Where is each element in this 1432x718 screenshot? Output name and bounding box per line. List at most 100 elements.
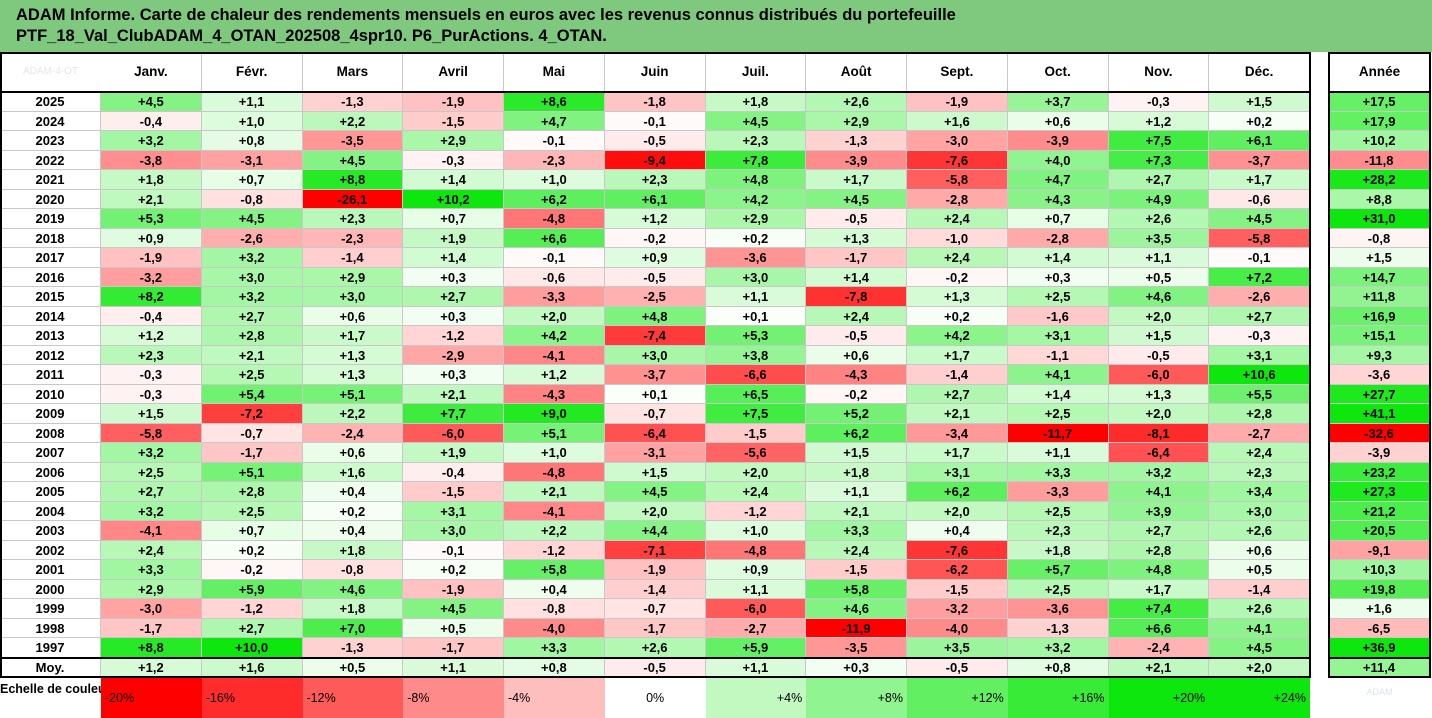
heatmap-cell: +4,1: [1007, 365, 1109, 385]
heatmap-cell: +0,5: [403, 618, 504, 638]
heatmap-cell: -4,0: [504, 618, 605, 638]
year-label: 2002: [0, 540, 101, 560]
heatmap-cell: -7,6: [907, 150, 1008, 170]
heatmap-cell: +4,7: [504, 111, 605, 131]
heatmap-cell: +4,2: [705, 189, 807, 209]
heatmap-cell: -26,1: [302, 189, 404, 209]
heatmap-cell: +2,4: [806, 540, 907, 560]
heatmap-cell: -2,8: [907, 189, 1008, 209]
heatmap-cell: -0,3: [1108, 92, 1210, 112]
heatmap-cell: +1,0: [504, 443, 605, 463]
heatmap-cell: +2,8: [201, 326, 303, 346]
heatmap-cell: +3,2: [101, 131, 202, 151]
heatmap-cell: +4,1: [1209, 618, 1310, 638]
heatmap-cell: +5,1: [504, 423, 605, 443]
heatmap-cell: +1,8: [705, 92, 807, 112]
heatmap-cell: -5,6: [705, 443, 807, 463]
annual-cell: -3,9: [1328, 443, 1431, 463]
heatmap-cell: +2,0: [705, 462, 807, 482]
annual-cell: +9,3: [1328, 345, 1431, 365]
heatmap-cell: +2,8: [1108, 540, 1210, 560]
heatmap-cell: +4,1: [1108, 482, 1210, 502]
heatmap-cell: +8,2: [101, 287, 202, 307]
heatmap-cell: +0,2: [302, 501, 404, 521]
heatmap-cell: +4,5: [101, 92, 202, 112]
heatmap-cell: -0,2: [806, 384, 907, 404]
annual-cell: -9,1: [1328, 540, 1431, 560]
heatmap-cell: -1,3: [302, 92, 404, 112]
corner-watermark: ADAM-4-OT: [23, 66, 78, 77]
heatmap-cell: +7,5: [1108, 131, 1210, 151]
heatmap-cell: +0,2: [403, 560, 504, 580]
heatmap-cell: -3,5: [806, 638, 907, 658]
color-scale-swatch: +12%: [907, 677, 1008, 718]
heatmap-cell: +2,6: [806, 92, 907, 112]
heatmap-cell: +3,7: [1007, 92, 1109, 112]
heatmap-cell: +0,9: [604, 248, 706, 268]
heatmap-cell: +2,7: [907, 384, 1008, 404]
heatmap-cell: -1,7: [403, 638, 504, 658]
heatmap-cell: -4,8: [504, 209, 605, 229]
year-label: 1999: [0, 599, 101, 619]
heatmap-cell: -3,6: [705, 248, 807, 268]
heatmap-cell: -2,7: [705, 618, 807, 638]
heatmap-cell: +2,1: [504, 482, 605, 502]
heatmap-cell: -0,2: [201, 560, 303, 580]
heatmap-cell: -7,1: [604, 540, 706, 560]
heatmap-cell: +2,5: [1007, 287, 1109, 307]
heatmap-cell: -4,3: [504, 384, 605, 404]
heatmap-cell: +1,3: [1108, 384, 1210, 404]
average-cell: -0,5: [604, 657, 706, 678]
heatmap-cell: +1,5: [604, 462, 706, 482]
annual-header: Année: [1358, 64, 1401, 79]
heatmap-cell: -0,5: [806, 326, 907, 346]
color-scale-swatch: +8%: [806, 677, 907, 718]
heatmap-cell: +3,2: [101, 501, 202, 521]
heatmap-cell: -1,9: [604, 560, 706, 580]
heatmap-cell: -0,4: [101, 306, 202, 326]
annual-cell: +17,5: [1328, 92, 1431, 112]
heatmap-cell: -4,8: [504, 462, 605, 482]
heatmap-cell: +1,8: [1007, 540, 1109, 560]
year-label: 2004: [0, 501, 101, 521]
heatmap-cell: +1,3: [302, 345, 404, 365]
heatmap-cell: -3,2: [101, 267, 202, 287]
heatmap-cell: +1,4: [1007, 248, 1109, 268]
heatmap-cell: +2,5: [1007, 579, 1109, 599]
heatmap-cell: -9,4: [604, 150, 706, 170]
heatmap-cell: +4,5: [806, 189, 907, 209]
month-header: Févr.: [201, 52, 303, 92]
heatmap-cell: +1,5: [806, 443, 907, 463]
heatmap-cell: +0,3: [403, 306, 504, 326]
heatmap-cell: -7,2: [201, 404, 303, 424]
year-label: 1998: [0, 618, 101, 638]
heatmap-cell: +1,0: [201, 111, 303, 131]
month-header: Juin: [604, 52, 706, 92]
heatmap-cell: +1,3: [806, 228, 907, 248]
heatmap-cell: +1,5: [101, 404, 202, 424]
title-line-2: PTF_18_Val_ClubADAM_4_OTAN_202508_4spr10…: [16, 27, 607, 45]
heatmap-cell: -4,8: [705, 540, 807, 560]
heatmap-cell: -6,4: [604, 423, 706, 443]
year-label: 2012: [0, 345, 101, 365]
heatmap-cell: +4,8: [1108, 560, 1210, 580]
heatmap-cell: -1,1: [1007, 345, 1109, 365]
heatmap-cell: +2,0: [907, 501, 1008, 521]
heatmap-cell: +2,4: [705, 482, 807, 502]
annual-cell: -11,8: [1328, 150, 1431, 170]
heatmap-cell: +0,5: [1209, 560, 1310, 580]
heatmap-cell: +3,1: [907, 462, 1008, 482]
heatmap-cell: +1,1: [1108, 248, 1210, 268]
heatmap-cell: +1,2: [604, 209, 706, 229]
heatmap-cell: +1,4: [403, 248, 504, 268]
heatmap-cell: +4,5: [302, 150, 404, 170]
heatmap-cell: -0,1: [604, 111, 706, 131]
header-divider: [1328, 91, 1431, 93]
heatmap-cell: +2,7: [403, 287, 504, 307]
heatmap-cell: +4,5: [604, 482, 706, 502]
heatmap-cell: -4,1: [101, 521, 202, 541]
annual-cell: +14,7: [1328, 267, 1431, 287]
year-label: 2001: [0, 560, 101, 580]
heatmap-cell: +3,5: [1108, 228, 1210, 248]
heatmap-cell: +0,6: [302, 443, 404, 463]
